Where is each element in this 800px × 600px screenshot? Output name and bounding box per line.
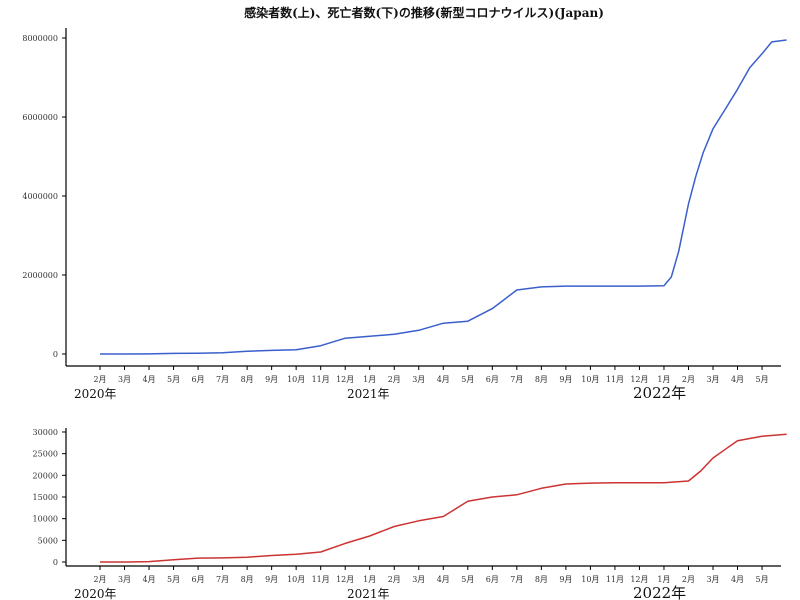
bottom-series-line — [100, 433, 787, 563]
bottom-x-tick-label: 4月 — [437, 575, 450, 584]
bottom-year-label: 2022年 — [633, 584, 686, 600]
bottom-x-tick-label: 11月 — [312, 575, 330, 584]
deaths-chart: 0 5000 10000 15000 20000 25000 30000 2月 3月 4月 5月 6月… — [33, 428, 787, 600]
top-x-tick-label: 10月 — [581, 375, 599, 384]
bottom-x-tick-label: 7月 — [510, 575, 523, 584]
top-x-tick-label: 3月 — [118, 375, 131, 384]
bottom-x-tick-label: 2月 — [388, 575, 401, 584]
top-y-tick-label: 6000000 — [22, 113, 58, 122]
bottom-x-tick-label: 11月 — [606, 575, 624, 584]
bottom-y-tick-label: 20000 — [33, 471, 58, 480]
bottom-y-tick-label: 0 — [53, 558, 58, 567]
top-x-tick-label: 3月 — [706, 375, 719, 384]
bottom-x-tick-label: 4月 — [142, 575, 155, 584]
top-y-tick-label: 8000000 — [22, 34, 58, 43]
bottom-x-tick-label: 3月 — [412, 575, 425, 584]
top-x-tick-label: 11月 — [606, 375, 624, 384]
top-x-tick-label: 2月 — [682, 375, 695, 384]
top-y-tick-label: 4000000 — [22, 192, 58, 201]
top-year-label: 2020年 — [74, 387, 117, 401]
bottom-x-tick-label: 1月 — [363, 575, 376, 584]
bottom-x-tick-label: 5月 — [167, 575, 180, 584]
bottom-x-tick-label: 8月 — [535, 575, 548, 584]
top-x-tick-label: 7月 — [510, 375, 523, 384]
bottom-x-tick-label: 2月 — [93, 575, 106, 584]
top-x-tick-label: 9月 — [265, 375, 278, 384]
bottom-x-tick-label: 6月 — [486, 575, 499, 584]
top-x-tick-label: 12月 — [336, 375, 354, 384]
top-x-tick-label: 5月 — [461, 375, 474, 384]
bottom-x-tick-label: 12月 — [630, 575, 648, 584]
top-x-tick-label: 8月 — [241, 375, 254, 384]
bottom-x-tick-label: 8月 — [241, 575, 254, 584]
top-x-tick-label: 6月 — [192, 375, 205, 384]
bottom-x-tick-label: 9月 — [265, 575, 278, 584]
bottom-x-tick-label: 4月 — [731, 575, 744, 584]
bottom-x-tick-label: 10月 — [581, 575, 599, 584]
bottom-x-tick-label: 9月 — [559, 575, 572, 584]
chart-title: 感染者数(上)、死亡者数(下)の推移(新型コロナウイルス)(Japan) — [244, 5, 604, 20]
top-x-tick-label: 8月 — [535, 375, 548, 384]
top-x-tick-label: 4月 — [731, 375, 744, 384]
bottom-x-tick-label: 6月 — [192, 575, 205, 584]
top-x-tick-label: 10月 — [287, 375, 305, 384]
bottom-x-tick-label: 1月 — [657, 575, 670, 584]
top-x-tick-label: 7月 — [216, 375, 229, 384]
top-y-tick-label: 2000000 — [22, 271, 58, 280]
bottom-x-tick-label: 12月 — [336, 575, 354, 584]
bottom-year-label: 2021年 — [347, 587, 390, 600]
top-x-tick-label: 3月 — [412, 375, 425, 384]
top-x-tick-label: 9月 — [559, 375, 572, 384]
top-x-tick-label: 5月 — [167, 375, 180, 384]
top-x-tick-label: 12月 — [630, 375, 648, 384]
bottom-x-tick-label: 5月 — [755, 575, 768, 584]
bottom-x-tick-label: 2月 — [682, 575, 695, 584]
top-year-label: 2021年 — [347, 387, 390, 401]
bottom-y-tick-label: 10000 — [33, 515, 58, 524]
top-x-tick-label: 2月 — [388, 375, 401, 384]
bottom-year-label: 2020年 — [74, 587, 117, 600]
top-x-tick-label: 4月 — [437, 375, 450, 384]
bottom-x-tick-label: 3月 — [706, 575, 719, 584]
infections-chart: 0 2000000 4000000 6000000 8000000 2月 3月 4月 5月 6月 7… — [22, 28, 787, 402]
top-x-tick-label: 11月 — [312, 375, 330, 384]
top-x-tick-label: 6月 — [486, 375, 499, 384]
top-x-tick-label: 1月 — [363, 375, 376, 384]
top-x-tick-label: 1月 — [657, 375, 670, 384]
top-series-line — [100, 39, 787, 355]
top-y-tick-label: 0 — [53, 350, 58, 359]
bottom-x-tick-label: 3月 — [118, 575, 131, 584]
top-x-tick-label: 2月 — [93, 375, 106, 384]
top-x-tick-label: 5月 — [755, 375, 768, 384]
bottom-y-tick-label: 25000 — [33, 450, 58, 459]
top-year-label: 2022年 — [633, 384, 686, 402]
top-x-tick-label: 4月 — [142, 375, 155, 384]
bottom-x-tick-label: 7月 — [216, 575, 229, 584]
bottom-y-tick-label: 5000 — [38, 536, 58, 545]
bottom-y-tick-label: 15000 — [33, 493, 58, 502]
bottom-y-tick-label: 30000 — [33, 428, 58, 437]
bottom-x-tick-label: 10月 — [287, 575, 305, 584]
bottom-x-tick-label: 5月 — [461, 575, 474, 584]
